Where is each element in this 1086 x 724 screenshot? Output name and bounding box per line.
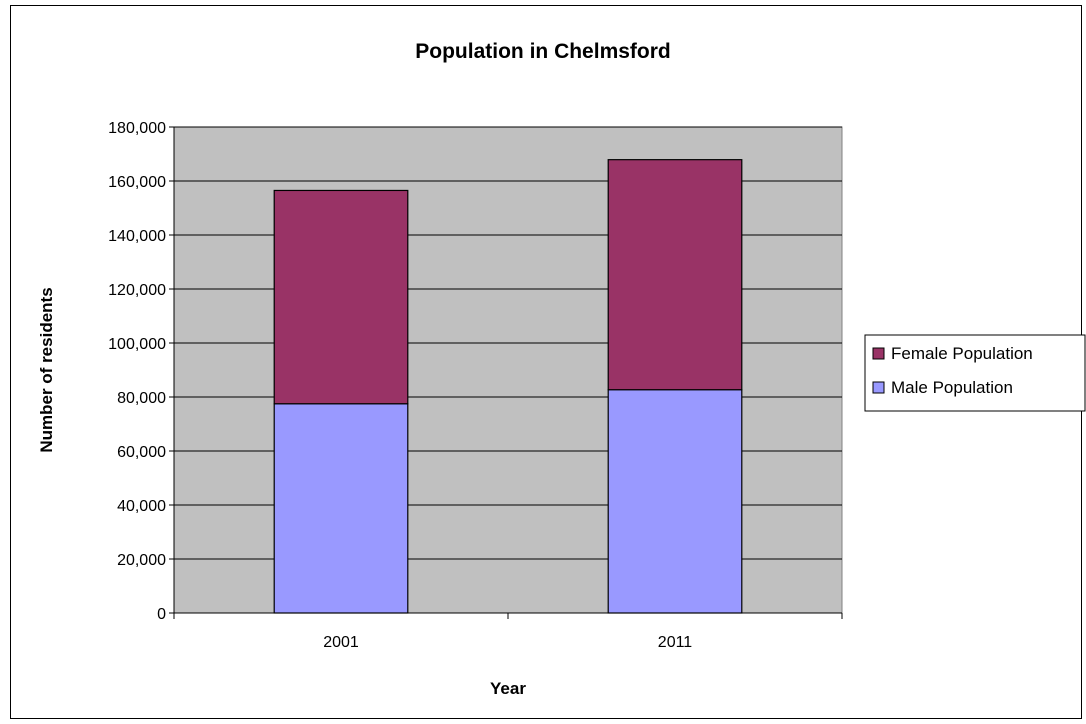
y-tick-label: 140,000 bbox=[108, 228, 166, 245]
y-tick-label: 0 bbox=[157, 606, 166, 623]
legend-swatch bbox=[872, 347, 885, 360]
axes: 0 20,000 40,000 60,000 80,000 100,000 120,000 1… bbox=[108, 120, 843, 651]
legend: Female Population Male Population bbox=[864, 334, 1086, 412]
x-axis-label: Year bbox=[490, 679, 526, 698]
legend-label: Male Population bbox=[891, 378, 1013, 397]
y-tick-label: 120,000 bbox=[108, 282, 166, 299]
y-tick-label: 100,000 bbox=[108, 336, 166, 353]
bars bbox=[273, 159, 743, 614]
bar-female-population-2011 bbox=[607, 159, 743, 391]
bar-male-population-2011 bbox=[607, 389, 743, 614]
legend-label: Female Population bbox=[891, 344, 1033, 363]
x-tick-label: 2011 bbox=[658, 634, 693, 651]
y-tick-label: 160,000 bbox=[108, 174, 166, 191]
legend-swatch bbox=[872, 381, 885, 394]
bar-female-population-2001 bbox=[273, 189, 409, 405]
x-tick-label: 2001 bbox=[323, 634, 359, 651]
y-tick-label: 80,000 bbox=[117, 390, 166, 407]
y-tick-label: 60,000 bbox=[117, 444, 166, 461]
y-axis-label: Number of residents bbox=[37, 287, 56, 452]
y-tick-label: 40,000 bbox=[117, 498, 166, 515]
bar-male-population-2001 bbox=[273, 403, 409, 614]
y-tick-label: 20,000 bbox=[117, 552, 166, 569]
legend-box bbox=[864, 334, 1086, 412]
y-tick-label: 180,000 bbox=[108, 120, 166, 137]
chart-title: Population in Chelmsford bbox=[415, 40, 671, 63]
